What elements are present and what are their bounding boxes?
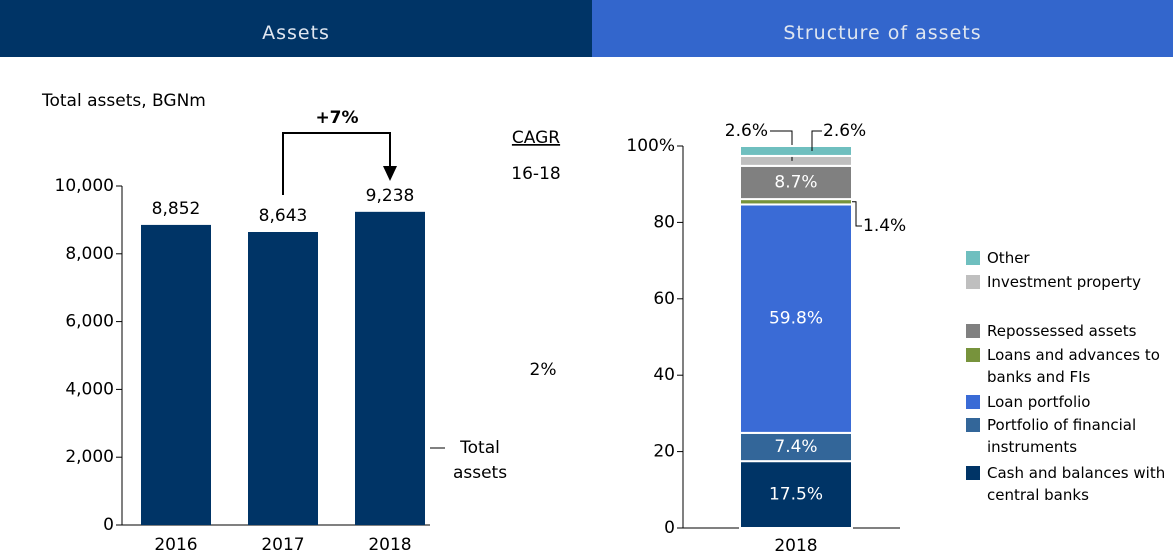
bar-segment	[739, 164, 853, 201]
x-tick-label: 2018	[774, 536, 817, 555]
legend-swatch	[966, 395, 980, 409]
leader-line	[852, 201, 862, 227]
data-label: 9,238	[366, 186, 415, 206]
legend-label: Loan portfolio	[987, 393, 1091, 411]
legend-item: Repossessed assets	[966, 320, 1173, 342]
x-tick-label: 2018	[368, 535, 411, 555]
legend-swatch	[966, 348, 980, 362]
y-tick-label: 2,000	[65, 447, 114, 467]
y-tick-label: 60	[653, 289, 675, 309]
bar-segment	[739, 145, 853, 157]
bar-segment	[739, 431, 853, 463]
y-tick-label: 6,000	[65, 312, 114, 332]
bar-segment	[739, 460, 853, 529]
legend-item: Portfolio of financial instruments	[966, 414, 1173, 458]
legend-swatch	[966, 275, 980, 289]
bar	[248, 232, 318, 525]
bar-segment	[739, 203, 853, 434]
data-label: 8.7%	[774, 172, 817, 192]
growth-arrow	[383, 166, 397, 181]
legend-item: Other	[966, 247, 1173, 269]
chart-title: Total assets, BGNm	[41, 91, 206, 111]
data-label: 8,852	[152, 199, 201, 219]
y-tick-label: 4,000	[65, 379, 114, 399]
y-tick-label: 80	[653, 212, 675, 232]
legend-item: Investment property	[966, 271, 1173, 293]
leader-line	[811, 130, 822, 151]
data-label: 2.6%	[823, 121, 866, 141]
y-tick-label: 8,000	[65, 244, 114, 264]
legend-swatch	[966, 324, 980, 338]
y-tick-label: 20	[653, 442, 675, 462]
legend-label: Loans and advances to banks and FIs	[987, 346, 1160, 386]
legend-label: Investment property	[987, 273, 1141, 291]
legend-label: Cash and balances with central banks	[987, 464, 1166, 504]
x-tick-label: 2016	[154, 535, 197, 555]
bar-segment	[739, 154, 853, 167]
growth-bracket	[282, 132, 391, 195]
data-label: 2.6%	[725, 121, 768, 141]
y-tick-label: 100%	[626, 136, 675, 156]
cagr-value: 2%	[530, 360, 557, 380]
legend-label: Portfolio of financial instruments	[987, 416, 1137, 456]
legend-swatch	[966, 418, 980, 432]
bar	[355, 211, 425, 526]
y-tick-label: 0	[664, 518, 675, 538]
legend-swatch	[966, 466, 980, 480]
legend-item: Loan portfolio	[966, 391, 1173, 413]
legend-item: Loans and advances to banks and FIs	[966, 344, 1173, 388]
y-tick-label: 10,000	[55, 176, 114, 196]
growth-annotation: +7%	[315, 108, 358, 128]
data-label: 7.4%	[774, 437, 817, 457]
legend-item: Cash and balances with central banks	[966, 462, 1173, 506]
series-label: Total assets	[452, 438, 508, 483]
y-tick-label: 40	[653, 365, 675, 385]
data-label: 1.4%	[863, 216, 906, 236]
y-tick-label: 0	[103, 515, 114, 535]
x-tick-label: 2017	[261, 535, 304, 555]
bar	[141, 224, 211, 525]
header-left: Assets	[0, 0, 592, 57]
header-right: Structure of assets	[592, 0, 1173, 57]
data-label: 59.8%	[769, 309, 823, 329]
data-label: 8,643	[259, 206, 308, 226]
legend-label: Other	[987, 249, 1030, 267]
cagr-title: CAGR	[512, 128, 560, 148]
cagr-period: 16-18	[511, 164, 560, 184]
legend-swatch	[966, 251, 980, 265]
data-label: 17.5%	[769, 485, 823, 505]
legend-label: Repossessed assets	[987, 322, 1137, 340]
